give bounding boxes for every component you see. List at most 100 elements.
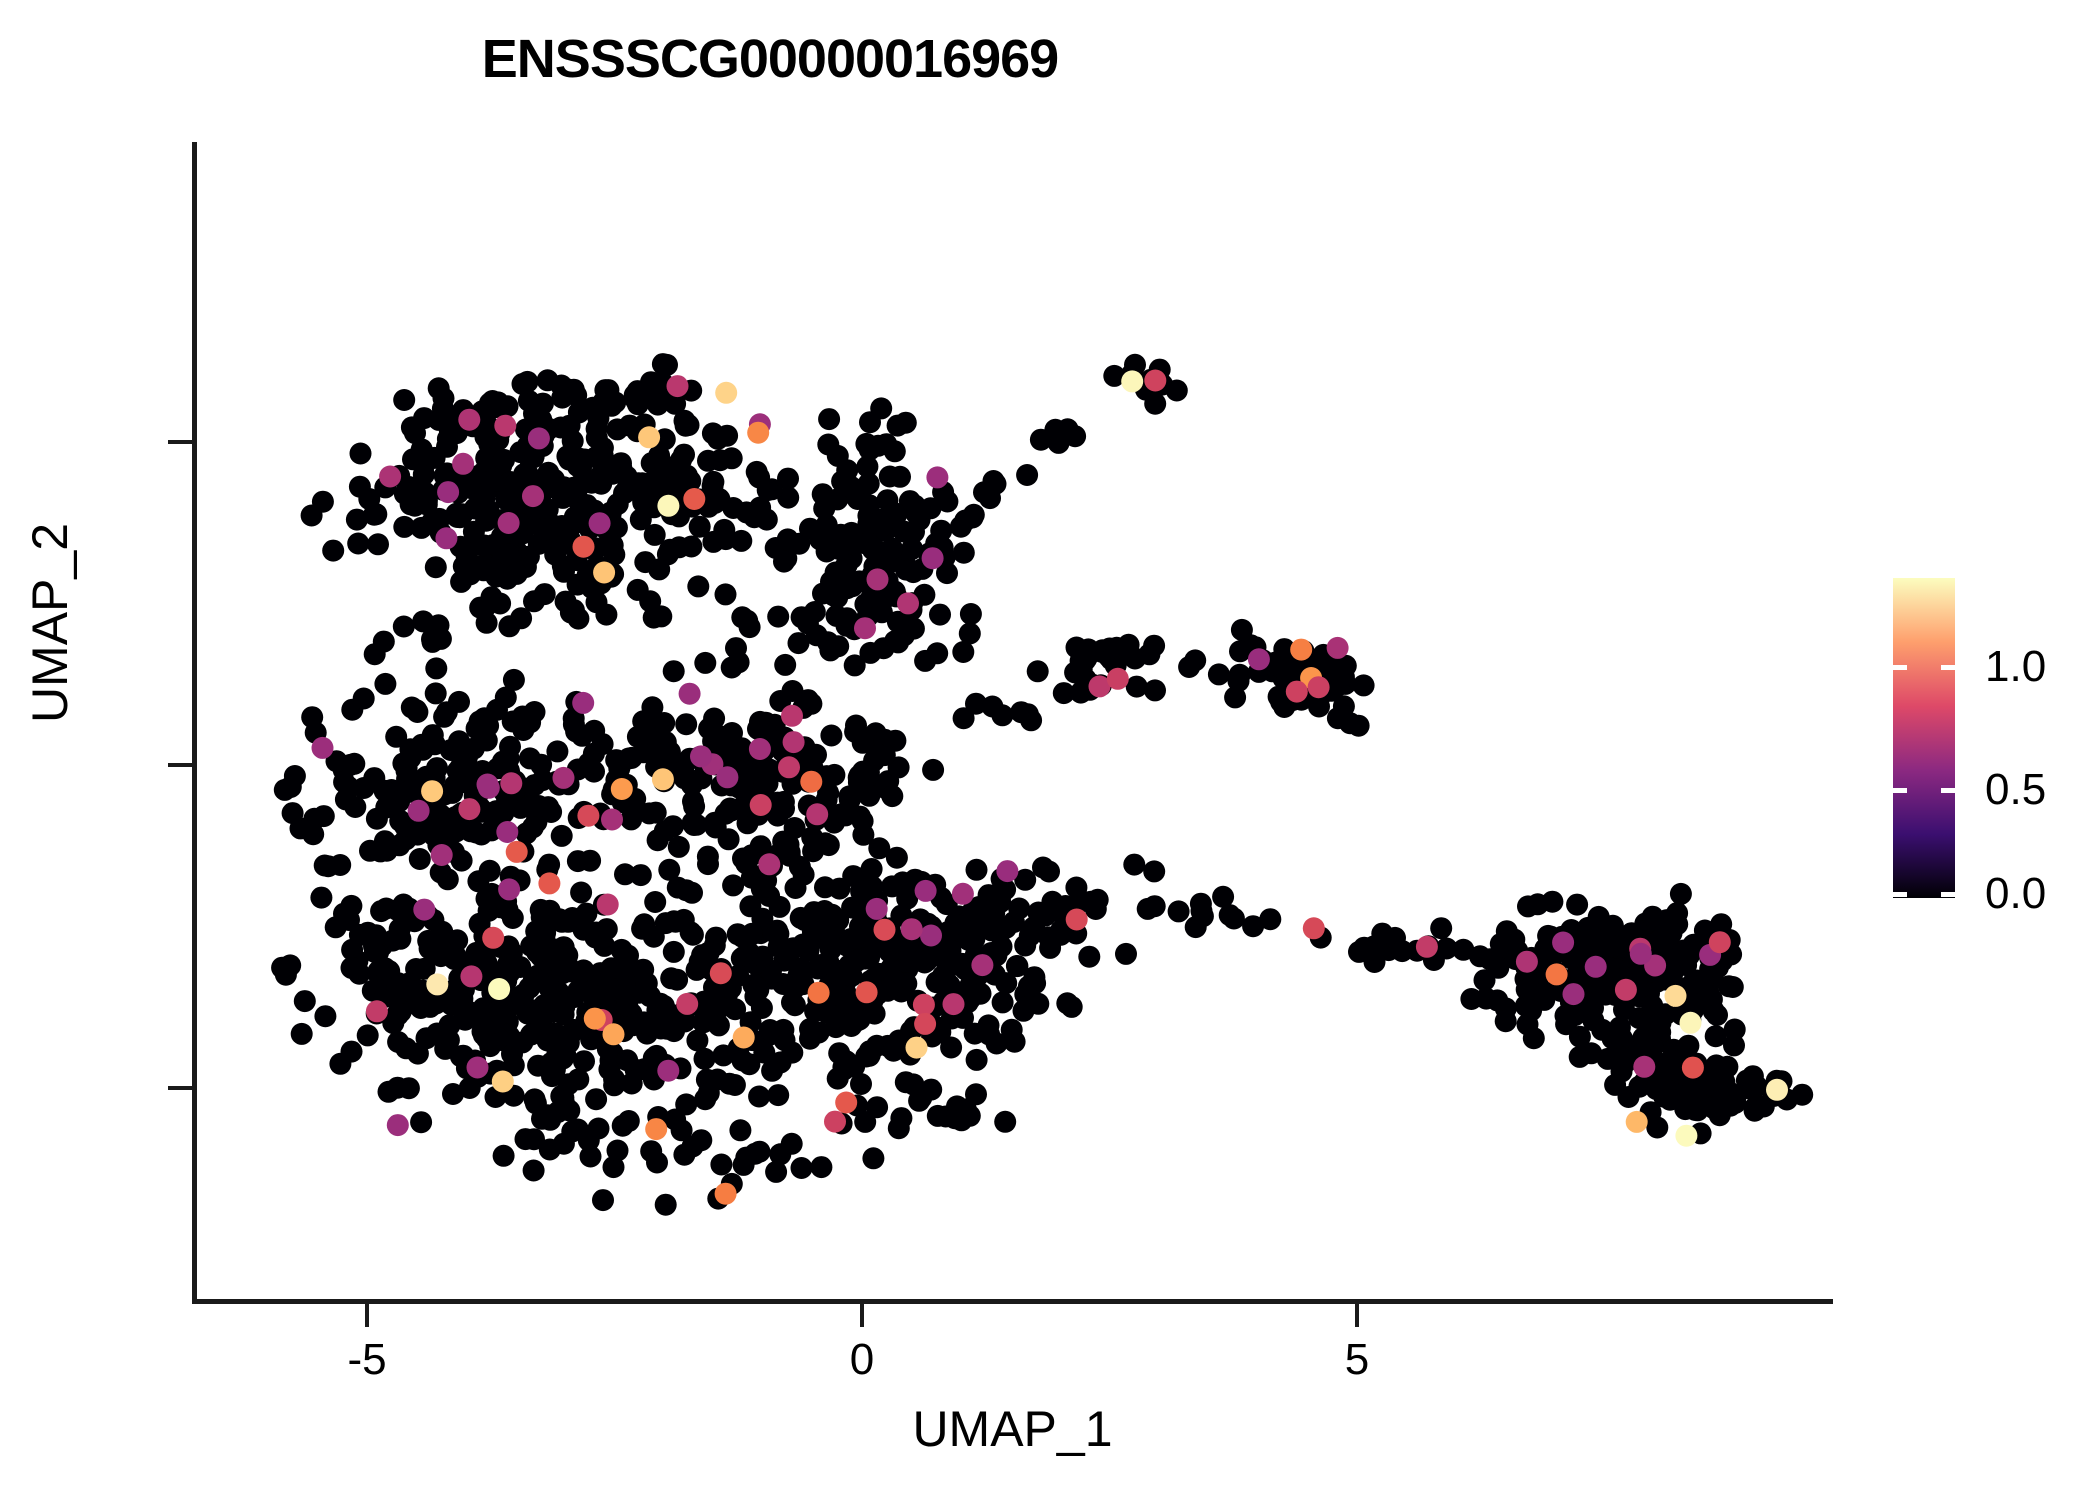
scatter-point <box>577 1129 600 1152</box>
scatter-point <box>851 731 874 754</box>
scatter-point <box>425 657 448 680</box>
scatter-point <box>769 1143 792 1166</box>
scatter-point <box>1545 963 1568 986</box>
scatter-point <box>475 447 498 470</box>
scatter-point <box>912 993 935 1016</box>
scatter-point <box>450 849 473 872</box>
scatter-point <box>937 921 959 944</box>
scatter-point <box>920 924 942 947</box>
scatter-point <box>1633 1055 1656 1078</box>
scatter-point <box>673 1143 696 1166</box>
scatter-point <box>766 919 789 942</box>
scatter-point <box>644 891 667 913</box>
scatter-point <box>712 1044 735 1067</box>
scatter-point <box>667 835 690 858</box>
scatter-point <box>606 1139 629 1162</box>
scatter-point <box>1460 988 1483 1010</box>
scatter-point <box>859 641 882 664</box>
scatter-point <box>1675 1124 1698 1147</box>
scatter-point <box>889 465 911 488</box>
scatter-point <box>1664 984 1687 1007</box>
scatter-point <box>420 512 443 535</box>
scatter-point <box>777 467 799 490</box>
scatter-point <box>571 724 594 747</box>
scatter-point <box>552 766 575 789</box>
y-axis-title: UMAP_2 <box>22 522 78 724</box>
scatter-point <box>790 1157 813 1179</box>
scatter-point <box>645 1118 668 1141</box>
scatter-point <box>448 730 470 753</box>
scatter-point <box>850 1073 872 1095</box>
scatter-point <box>620 1072 643 1095</box>
scatter-point <box>758 853 781 876</box>
scatter-point <box>801 920 824 943</box>
scatter-point <box>766 791 789 814</box>
scatter-point <box>424 556 447 579</box>
y-axis-line <box>192 142 197 1304</box>
scatter-point <box>570 881 593 904</box>
scatter-point <box>1629 942 1652 965</box>
scatter-point <box>516 370 539 393</box>
scatter-point <box>1676 1090 1699 1113</box>
scatter-point <box>340 894 363 917</box>
scatter-point <box>714 583 737 606</box>
scatter-point <box>851 810 874 833</box>
scatter-point <box>1026 660 1049 683</box>
scatter-point <box>498 615 521 638</box>
scatter-point <box>552 560 575 583</box>
scatter-point <box>666 375 689 398</box>
y-tick-mark-4 <box>168 440 194 444</box>
scatter-point <box>1515 950 1538 973</box>
scatter-point <box>386 1002 409 1025</box>
scatter-point <box>495 488 518 511</box>
scatter-point <box>572 959 595 982</box>
scatter-point <box>739 895 762 918</box>
scatter-point <box>1103 364 1126 387</box>
scatter-point <box>450 755 473 778</box>
scatter-point <box>830 561 853 583</box>
scatter-point <box>707 1014 730 1037</box>
scatter-point <box>1641 905 1664 928</box>
scatter-point <box>969 982 992 1005</box>
scatter-point <box>631 487 654 510</box>
scatter-point <box>565 384 588 407</box>
scatter-point <box>572 535 595 558</box>
scatter-point <box>1218 904 1241 927</box>
scatter-point <box>1752 1095 1775 1118</box>
scatter-point <box>1105 636 1128 659</box>
scatter-point <box>573 448 596 471</box>
colorbar-gradient <box>1893 578 1955 898</box>
scatter-point <box>373 830 396 853</box>
scatter-point <box>585 417 608 440</box>
scatter-point <box>494 414 517 437</box>
scatter-point <box>501 907 524 929</box>
scatter-point <box>1791 1083 1814 1106</box>
scatter-point <box>833 1058 856 1081</box>
scatter-point <box>1430 917 1453 940</box>
scatter-point <box>1078 642 1101 665</box>
scatter-point <box>473 534 496 557</box>
scatter-point <box>1608 1016 1631 1039</box>
scatter-point <box>1078 945 1101 968</box>
scatter-point <box>868 744 890 767</box>
scatter-point <box>835 1091 858 1114</box>
scatter-point <box>606 493 629 516</box>
scatter-point <box>843 654 866 677</box>
colorbar-tick-1.0-right <box>1941 665 1955 670</box>
scatter-point <box>596 893 619 916</box>
scatter-point <box>431 397 454 420</box>
scatter-point <box>1005 955 1028 977</box>
scatter-point <box>577 752 600 775</box>
scatter-point <box>881 785 904 808</box>
scatter-point <box>592 1189 614 1212</box>
scatter-point <box>926 1104 949 1127</box>
scatter-point <box>1613 998 1635 1021</box>
scatter-point <box>1649 1011 1672 1034</box>
scatter-point <box>822 584 845 607</box>
scatter-point <box>693 997 716 1020</box>
scatter-points-svg <box>271 353 1814 1216</box>
scatter-point <box>995 972 1018 995</box>
scatter-point <box>389 927 412 950</box>
scatter-point <box>473 486 496 509</box>
